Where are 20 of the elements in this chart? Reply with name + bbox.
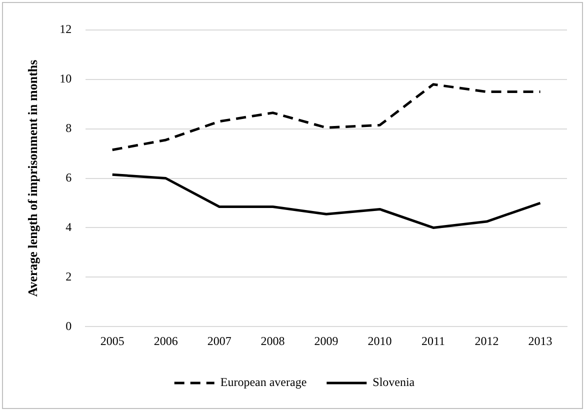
x-tick-label: 2007 bbox=[207, 334, 232, 348]
legend-label: European average bbox=[220, 375, 307, 390]
y-tick-label: 10 bbox=[60, 72, 72, 86]
x-tick-label: 2006 bbox=[154, 334, 178, 348]
x-tick-label: 2012 bbox=[474, 334, 499, 348]
x-tick-label: 2005 bbox=[100, 334, 124, 348]
y-tick-label: 6 bbox=[66, 170, 72, 184]
y-axis-title: Average length of imprisonment in months bbox=[25, 60, 40, 297]
y-tick-label: 0 bbox=[66, 318, 72, 333]
x-tick-label: 2013 bbox=[528, 334, 552, 348]
x-tick-label: 2011 bbox=[421, 334, 446, 348]
y-tick-label: 12 bbox=[60, 22, 72, 36]
y-tick-label: 4 bbox=[66, 220, 72, 234]
x-tick-label: 2010 bbox=[368, 334, 392, 348]
y-tick-label: 8 bbox=[66, 121, 72, 136]
legend-label: Slovenia bbox=[372, 375, 416, 390]
line-series bbox=[111, 83, 542, 152]
x-tick-label: 2008 bbox=[260, 334, 285, 348]
y-tick-label: 2 bbox=[66, 269, 72, 284]
x-tick-label: 2009 bbox=[314, 334, 338, 348]
